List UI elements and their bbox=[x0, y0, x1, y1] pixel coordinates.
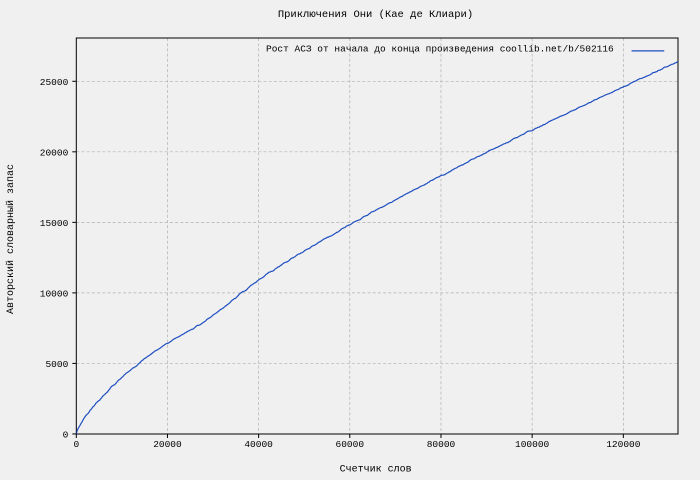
svg-text:80000: 80000 bbox=[427, 439, 456, 450]
svg-text:25000: 25000 bbox=[40, 77, 69, 88]
svg-text:0: 0 bbox=[73, 439, 79, 450]
svg-text:0: 0 bbox=[63, 430, 69, 441]
svg-text:Приключения Они (Кае де Клиари: Приключения Они (Кае де Клиари) bbox=[278, 9, 473, 21]
svg-text:120000: 120000 bbox=[606, 439, 641, 450]
svg-text:Авторский словарный запас: Авторский словарный запас bbox=[5, 164, 17, 314]
svg-text:20000: 20000 bbox=[153, 439, 182, 450]
svg-text:Рост АСЗ от начала до конца пр: Рост АСЗ от начала до конца произведения… bbox=[266, 44, 614, 55]
svg-text:60000: 60000 bbox=[336, 439, 365, 450]
svg-text:15000: 15000 bbox=[40, 218, 69, 229]
svg-text:Счетчик слов: Счетчик слов bbox=[340, 465, 412, 476]
svg-text:40000: 40000 bbox=[244, 439, 273, 450]
svg-text:20000: 20000 bbox=[40, 147, 69, 158]
svg-text:100000: 100000 bbox=[515, 439, 550, 450]
svg-text:10000: 10000 bbox=[40, 288, 69, 299]
svg-text:5000: 5000 bbox=[45, 359, 68, 370]
